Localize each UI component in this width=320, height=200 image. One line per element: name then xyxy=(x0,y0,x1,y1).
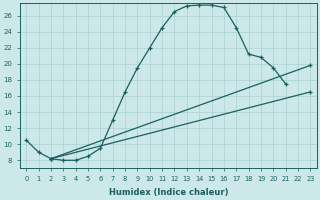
X-axis label: Humidex (Indice chaleur): Humidex (Indice chaleur) xyxy=(108,188,228,197)
